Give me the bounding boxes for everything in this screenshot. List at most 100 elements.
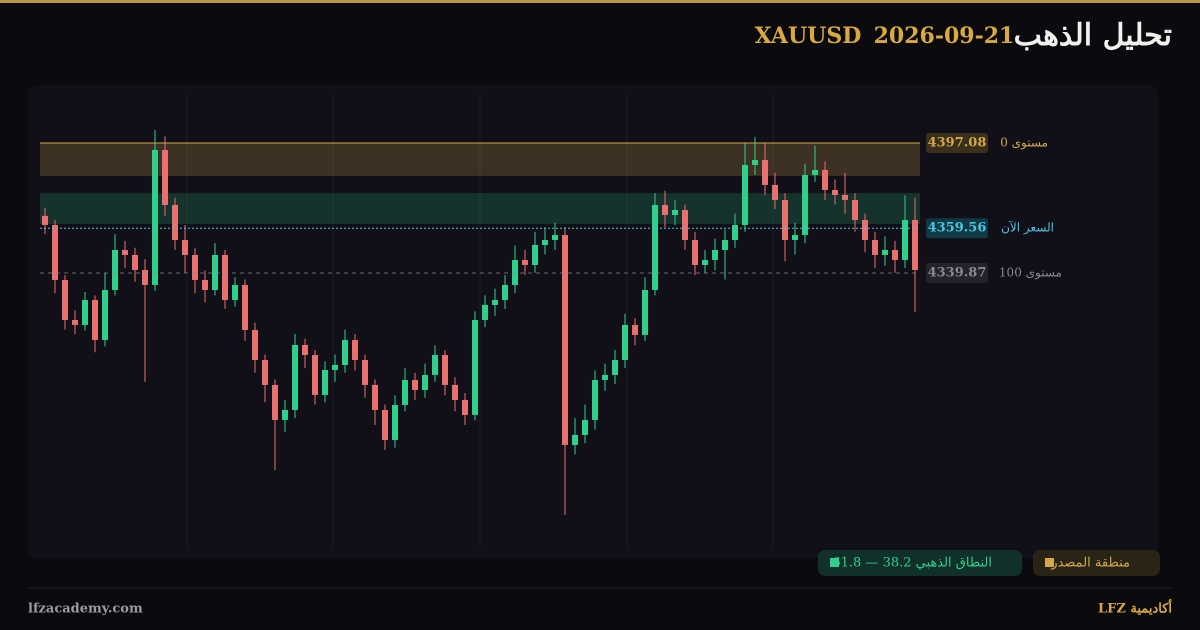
legend-label: النطاق الذهبي 38.2 — 61.8 (832, 556, 992, 571)
candle-body (42, 215, 48, 225)
candle-body (52, 224, 58, 280)
candle-body (822, 169, 828, 190)
candle-body (892, 249, 898, 260)
candle-body (492, 299, 498, 305)
level-name: مستوى 0 (1000, 135, 1048, 149)
candle-body (392, 404, 398, 440)
candle-body (762, 159, 768, 185)
candle-body (402, 379, 408, 405)
date: 2026-09-21 (874, 23, 1015, 49)
candle-body (702, 259, 708, 265)
candle-body (82, 299, 88, 325)
candle-body (472, 319, 478, 415)
legend-box (1033, 550, 1160, 576)
level-badge (926, 262, 988, 283)
candle-body (592, 379, 598, 420)
level-value: 4359.56 (928, 221, 987, 236)
level-name: السعر الآن (1001, 221, 1054, 235)
candle-body (92, 299, 98, 340)
candle-body (752, 159, 758, 165)
candle-body (852, 199, 858, 220)
symbol: XAUUSD (755, 23, 862, 49)
legend-swatch (1045, 558, 1054, 567)
candle-body (742, 164, 748, 225)
candle-body (802, 174, 808, 235)
candle-body (102, 289, 108, 340)
candle-body (582, 419, 588, 435)
candle-body (122, 249, 128, 255)
legend-swatch (830, 558, 839, 567)
level-name: مستوى 100 (999, 265, 1062, 279)
candle-body (842, 194, 848, 200)
candle-body (412, 379, 418, 390)
candle-body (352, 339, 358, 360)
candle-body (212, 254, 218, 290)
candle-body (532, 244, 538, 265)
candle-body (562, 234, 568, 445)
level-value: 4339.87 (928, 265, 987, 280)
vertical-grid (186, 95, 774, 548)
candle-body (902, 219, 908, 260)
candle-body (502, 284, 508, 300)
candle-body (382, 409, 388, 440)
candle-body (692, 239, 698, 265)
level-badge (926, 132, 988, 153)
candle-body (372, 384, 378, 410)
candle-body (912, 219, 918, 270)
zone (40, 142, 920, 176)
candle-body (202, 279, 208, 290)
candle-body (312, 354, 318, 395)
candle-body (652, 204, 658, 290)
candle-body (62, 279, 68, 320)
candle-body (882, 249, 888, 255)
candle-body (282, 409, 288, 420)
candle-body (612, 359, 618, 375)
candle-body (152, 149, 158, 285)
legend-label: منطقة المصدر (1050, 556, 1130, 571)
top-accent (0, 0, 1200, 3)
candle-body (72, 319, 78, 325)
candle-body (252, 329, 258, 360)
candle-body (662, 204, 668, 215)
candle-body (162, 149, 168, 205)
candle-body (622, 324, 628, 360)
candle-body (522, 259, 528, 265)
candle-body (772, 184, 778, 200)
candle-body (332, 364, 338, 370)
candle-body (272, 384, 278, 420)
candle-body (242, 284, 248, 330)
candle-body (482, 304, 488, 320)
candle-body (182, 239, 188, 255)
candle-body (602, 374, 608, 380)
footer-site: lfzacademy.com (28, 602, 143, 617)
candle-body (172, 204, 178, 240)
candle-body (712, 249, 718, 260)
legend-box (818, 550, 1022, 576)
candle-body (322, 369, 328, 395)
candle-body (782, 199, 788, 240)
candle-body (302, 344, 308, 355)
candle-body (432, 354, 438, 375)
candle-body (142, 269, 148, 285)
candle-body (792, 234, 798, 240)
level-value: 4397.08 (928, 135, 987, 150)
footer-brand: أكاديمية LFZ (1098, 600, 1172, 617)
candle-body (632, 324, 638, 335)
title: تحليل الذهب (1014, 18, 1172, 53)
candle-body (342, 339, 348, 365)
candle-body (222, 254, 228, 300)
chart-panel (28, 85, 1158, 558)
candle-body (872, 239, 878, 255)
candle-body (832, 189, 838, 195)
candle-body (812, 169, 818, 175)
candle-body (132, 254, 138, 270)
candle-body (572, 434, 578, 445)
candle-body (722, 239, 728, 250)
candle-body (112, 249, 118, 290)
candle-body (862, 219, 868, 240)
candle-body (552, 234, 558, 240)
candle-body (192, 254, 198, 280)
candle-body (682, 209, 688, 240)
candle-body (292, 344, 298, 410)
